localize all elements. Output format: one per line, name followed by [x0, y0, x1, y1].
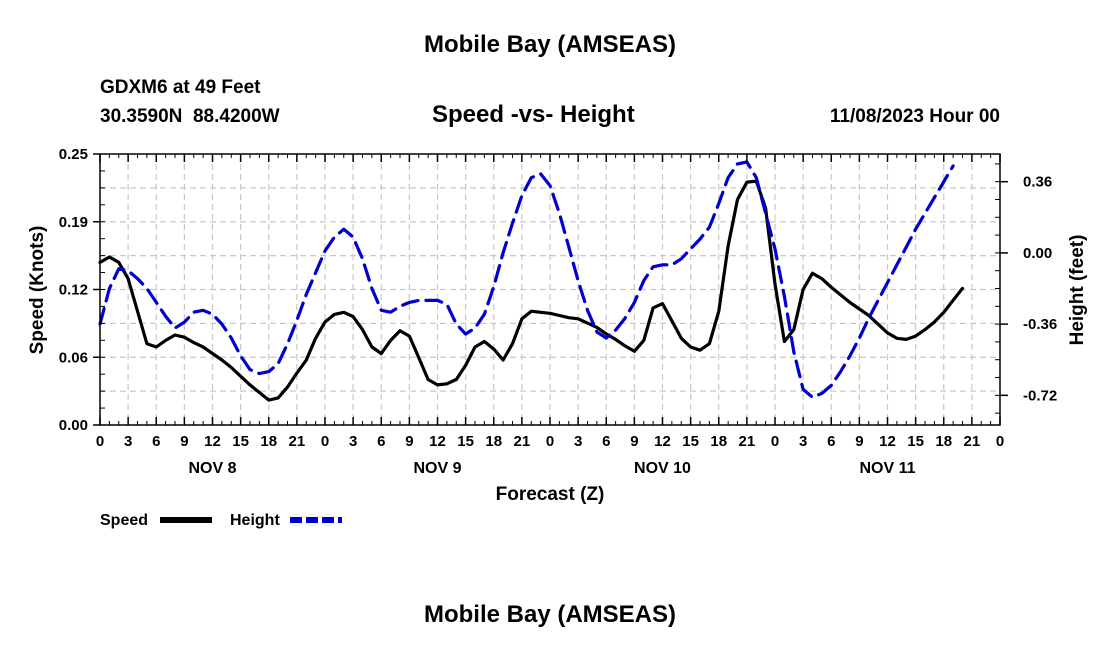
y-axis-left-title: Speed (Knots)	[27, 226, 48, 355]
y-left-tick-label: 0.06	[59, 349, 88, 366]
x-tick-label: 18	[485, 433, 502, 450]
coordinates-label: 30.3590N 88.4200W	[100, 106, 280, 127]
x-tick-label: 15	[232, 433, 249, 450]
x-tick-label: 18	[935, 433, 952, 450]
y-right-tick-label: 0.36	[1023, 174, 1052, 191]
x-tick-label: 6	[827, 433, 835, 450]
x-tick-label: 15	[457, 433, 474, 450]
x-tick-label: 9	[855, 433, 863, 450]
x-tick-label: 0	[321, 433, 329, 450]
x-tick-label: 6	[152, 433, 160, 450]
y-right-tick-label: -0.72	[1023, 387, 1057, 404]
y-left-tick-label: 0.19	[59, 214, 88, 231]
x-tick-label: 0	[771, 433, 779, 450]
x-tick-label: 3	[124, 433, 132, 450]
x-tick-label: 3	[574, 433, 582, 450]
day-label: NOV 9	[413, 460, 461, 477]
series-line-height	[98, 160, 955, 399]
x-tick-label: 0	[996, 433, 1004, 450]
x-tick-label: 9	[630, 433, 638, 450]
station-label: GDXM6 at 49 Feet	[100, 77, 261, 98]
x-tick-label: 21	[514, 433, 531, 450]
x-tick-label: 9	[405, 433, 413, 450]
day-label: NOV 11	[859, 460, 915, 477]
y-left-tick-label: 0.25	[59, 146, 88, 163]
legend-speed-label: Speed	[100, 512, 148, 529]
x-tick-label: 0	[96, 433, 104, 450]
forecast-datetime: 11/08/2023 Hour 00	[829, 106, 1000, 127]
x-tick-label: 3	[799, 433, 807, 450]
x-tick-label: 21	[964, 433, 981, 450]
x-tick-label: 12	[429, 433, 446, 450]
x-tick-label: 9	[180, 433, 188, 450]
bottom-chart-title: Mobile Bay (AMSEAS)	[423, 601, 677, 628]
x-tick-label: 6	[377, 433, 385, 450]
y-right-tick-label: -0.36	[1023, 316, 1057, 333]
y-right-tick-label: 0.00	[1023, 245, 1052, 262]
x-tick-label: 12	[879, 433, 896, 450]
x-tick-label: 21	[289, 433, 306, 450]
series-line-speed	[98, 179, 965, 402]
x-tick-label: 3	[349, 433, 357, 450]
chart-subtitle: Speed -vs- Height	[432, 101, 635, 128]
x-tick-label: 6	[602, 433, 610, 450]
x-tick-label: 21	[739, 433, 756, 450]
x-tick-label: 12	[654, 433, 671, 450]
chart-title: Mobile Bay (AMSEAS)	[423, 31, 677, 58]
x-tick-label: 15	[682, 433, 699, 450]
y-left-tick-label: 0.12	[59, 282, 88, 299]
y-axis-right-title: Height (feet)	[1067, 235, 1088, 346]
x-tick-label: 0	[546, 433, 554, 450]
legend-height-label: Height	[230, 512, 280, 529]
x-tick-label: 18	[260, 433, 277, 450]
day-label: NOV 8	[188, 460, 236, 477]
day-label: NOV 10	[634, 460, 691, 477]
x-axis-title: Forecast (Z)	[496, 484, 605, 505]
y-left-tick-label: 0.00	[59, 417, 88, 434]
x-tick-label: 18	[710, 433, 727, 450]
x-tick-label: 12	[204, 433, 221, 450]
x-tick-label: 15	[907, 433, 924, 450]
